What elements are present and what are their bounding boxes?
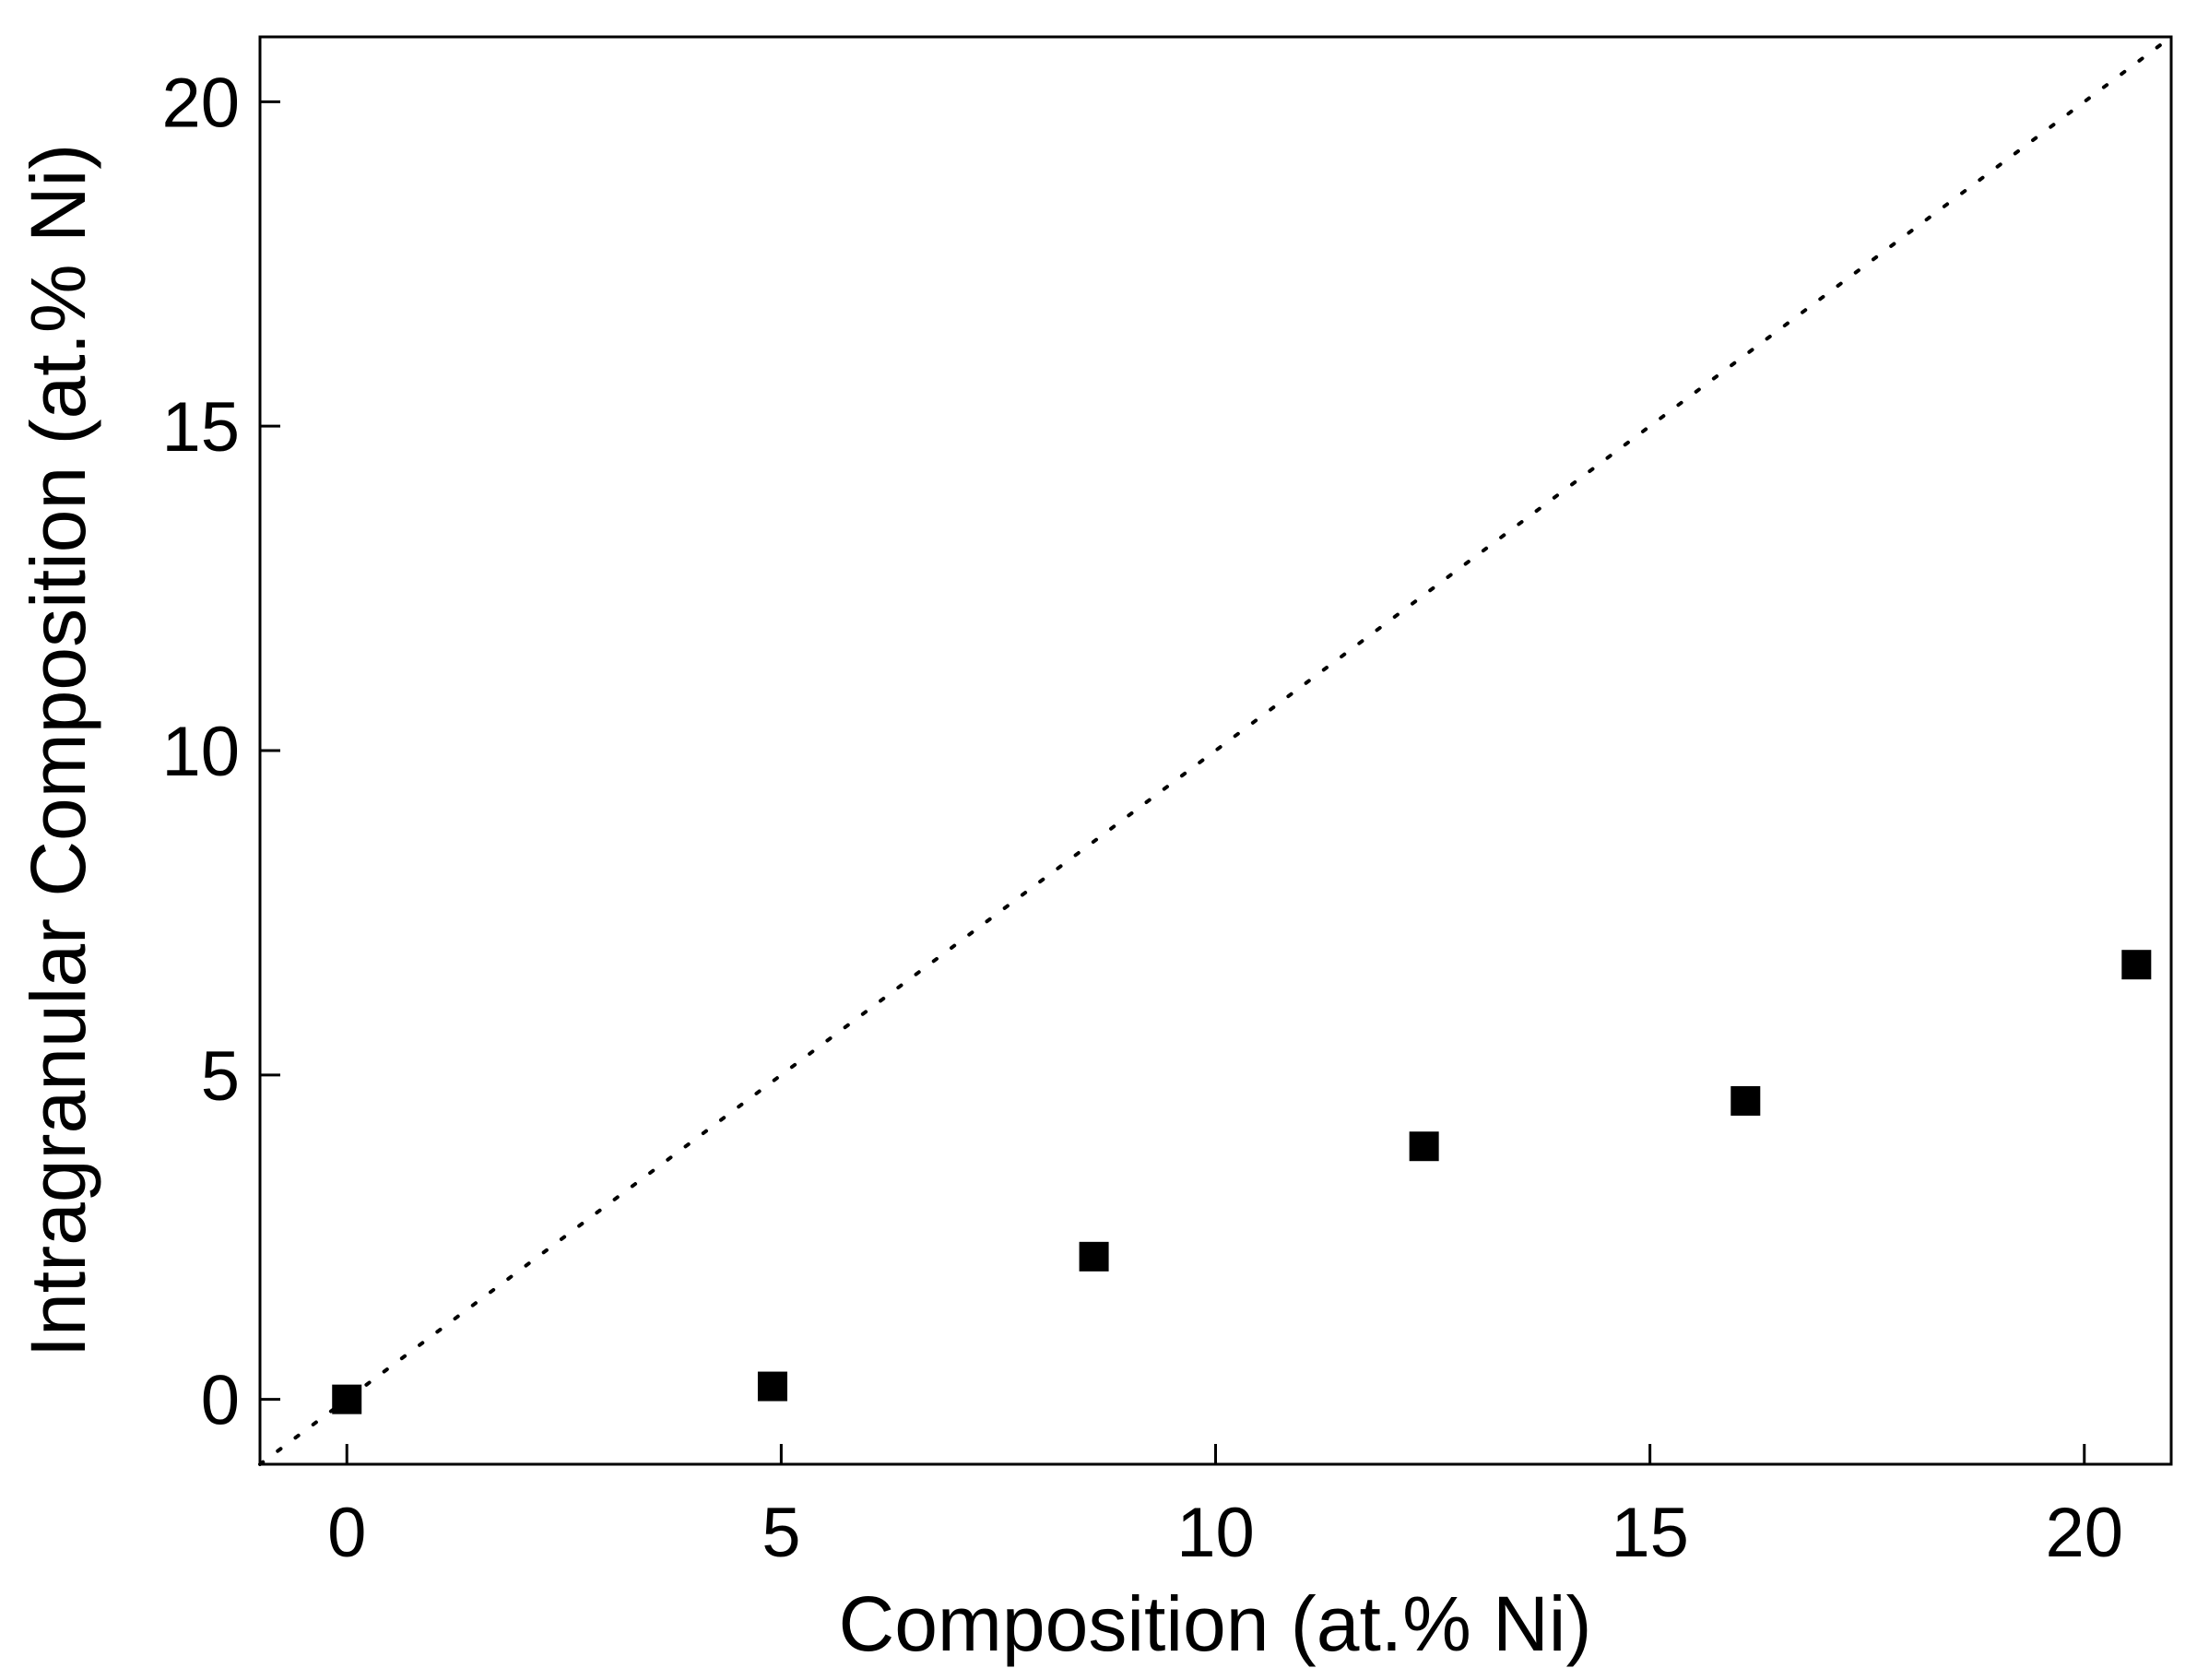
y-tick-label: 15 xyxy=(161,388,240,467)
data-point xyxy=(332,1384,362,1414)
data-point xyxy=(1730,1085,1761,1116)
x-tick-label: 10 xyxy=(1176,1494,1255,1572)
y-tick-label: 10 xyxy=(161,713,240,791)
data-point xyxy=(757,1371,787,1402)
x-tick-label: 0 xyxy=(327,1494,366,1572)
data-point xyxy=(2121,950,2152,980)
y-tick-label: 0 xyxy=(201,1362,240,1440)
y-tick-label: 5 xyxy=(201,1037,240,1116)
x-axis-title: Composition (at.% Ni) xyxy=(839,1580,1592,1667)
x-tick-label: 20 xyxy=(2045,1494,2123,1572)
y-axis: 0 5 10 15 20 xyxy=(161,64,280,1440)
y-axis-title: Intragranular Composition (at.% Ni) xyxy=(15,144,101,1358)
reference-line xyxy=(258,35,2173,1466)
data-point xyxy=(1409,1131,1439,1162)
y-tick-label: 20 xyxy=(161,64,240,142)
x-tick-label: 5 xyxy=(762,1494,800,1572)
x-tick-label: 15 xyxy=(1611,1494,1689,1572)
x-axis: 0 5 10 15 20 xyxy=(327,1444,2123,1572)
data-point xyxy=(1079,1241,1109,1272)
data-points xyxy=(332,950,2152,1414)
